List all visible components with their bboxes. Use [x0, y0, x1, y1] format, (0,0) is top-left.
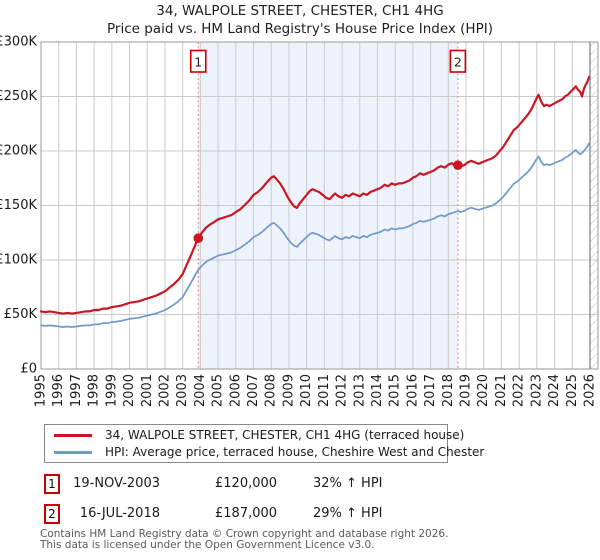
svg-text:2014: 2014	[370, 374, 385, 407]
svg-text:1998: 1998	[87, 374, 102, 407]
svg-text:2022: 2022	[512, 374, 527, 407]
sale-marker-dot-1	[193, 233, 204, 243]
legend-item-hpi: HPI: Average price, terraced house, Ches…	[45, 444, 484, 461]
red-line-swatch-icon	[54, 433, 92, 437]
chart-legend: 34, WALPOLE STREET, CHESTER, CH1 4HG (te…	[44, 424, 484, 463]
svg-text:£200K: £200K	[0, 144, 37, 159]
future-hatch-region	[590, 42, 598, 369]
svg-text:2003: 2003	[175, 374, 190, 407]
transaction-row-2: 2 16-JUL-2018 £187,000 29% ↑ HPI	[0, 504, 600, 526]
svg-text:£250K: £250K	[0, 89, 37, 104]
svg-text:2012: 2012	[335, 374, 350, 407]
svg-text:2008: 2008	[264, 374, 279, 407]
svg-text:2: 2	[454, 54, 462, 69]
svg-text:2021: 2021	[494, 374, 509, 407]
svg-text:2025: 2025	[565, 374, 580, 407]
sale-flag-box-2	[449, 49, 467, 73]
svg-text:2006: 2006	[228, 374, 243, 407]
svg-text:1999: 1999	[104, 374, 119, 407]
svg-text:£300K: £300K	[0, 35, 37, 50]
svg-text:2023: 2023	[529, 374, 544, 407]
svg-text:2018: 2018	[441, 374, 456, 407]
price-paid-line	[39, 75, 591, 315]
legend-label-hpi: HPI: Average price, terraced house, Ches…	[105, 445, 485, 459]
sale-1-price: £120,000	[215, 476, 278, 491]
license-line-1: Contains HM Land Registry data © Crown c…	[40, 528, 449, 540]
svg-text:2024: 2024	[547, 374, 562, 407]
svg-text:1: 1	[194, 54, 202, 69]
svg-text:2015: 2015	[388, 374, 403, 407]
svg-text:2010: 2010	[299, 374, 314, 407]
transaction-row-1: 1 19-NOV-2003 £120,000 32% ↑ HPI	[0, 474, 600, 496]
svg-text:£50K: £50K	[4, 307, 38, 322]
svg-text:2001: 2001	[140, 374, 155, 407]
license-text: Contains HM Land Registry data © Crown c…	[40, 529, 448, 551]
svg-text:2000: 2000	[122, 374, 137, 407]
blue-line-swatch-icon	[54, 450, 92, 454]
license-line-2: This data is licensed under the Open Gov…	[40, 539, 375, 551]
sale-flag-box-1	[189, 49, 207, 73]
svg-text:1997: 1997	[69, 374, 84, 407]
svg-text:£0: £0	[20, 362, 37, 377]
sale-1-vs-hpi: 32% ↑ HPI	[313, 476, 383, 491]
legend-label-property: 34, WALPOLE STREET, CHESTER, CH1 4HG (te…	[105, 428, 465, 442]
svg-text:1996: 1996	[51, 374, 66, 407]
svg-text:2009: 2009	[281, 374, 296, 407]
sale-2-date: 16-JUL-2018	[79, 506, 160, 521]
sale-2-price: £187,000	[215, 506, 278, 521]
hpi-line	[40, 142, 590, 328]
svg-text:2005: 2005	[211, 374, 226, 407]
sale-2-flag: 2	[44, 504, 60, 524]
svg-text:2020: 2020	[476, 374, 491, 407]
page-title: 34, WALPOLE STREET, CHESTER, CH1 4HG	[156, 3, 444, 19]
svg-text:2002: 2002	[157, 374, 172, 407]
svg-text:2013: 2013	[352, 374, 367, 407]
svg-text:2017: 2017	[423, 374, 438, 407]
sale-marker-dot-2	[453, 160, 463, 170]
sale-1-flag: 1	[44, 474, 60, 494]
svg-text:£150K: £150K	[0, 198, 37, 213]
svg-text:2016: 2016	[405, 374, 420, 407]
svg-text:£100K: £100K	[0, 253, 37, 268]
svg-text:2011: 2011	[317, 374, 332, 407]
price-history-chart: 12£0£50K£100K£150K£200K£250K£300K1995199…	[0, 35, 599, 407]
sale-1-date: 19-NOV-2003	[73, 476, 160, 491]
svg-text:2019: 2019	[459, 374, 474, 407]
svg-text:2004: 2004	[193, 374, 208, 407]
svg-text:1995: 1995	[34, 374, 49, 407]
svg-text:2026: 2026	[583, 374, 598, 407]
sale-2-vs-hpi: 29% ↑ HPI	[313, 506, 383, 521]
svg-text:2007: 2007	[246, 374, 261, 407]
legend-item-property: 34, WALPOLE STREET, CHESTER, CH1 4HG (te…	[45, 427, 464, 444]
page-subtitle: Price paid vs. HM Land Registry's House …	[107, 21, 493, 37]
